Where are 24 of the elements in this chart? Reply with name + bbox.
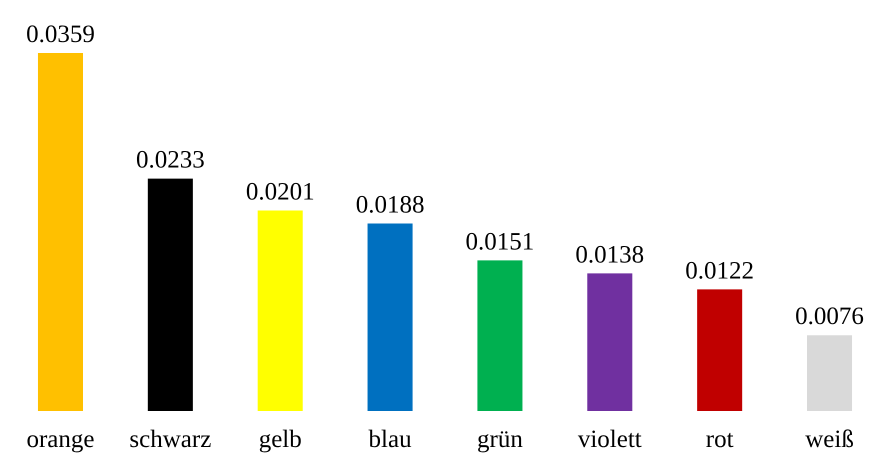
bar — [587, 273, 632, 411]
data-label: 0.0151 — [466, 228, 534, 256]
data-label: 0.0138 — [575, 241, 644, 268]
bar — [477, 260, 522, 411]
x-tick-label: rot — [706, 426, 734, 453]
x-tick-label: violett — [578, 426, 642, 453]
x-tick-label: gelb — [258, 426, 302, 453]
bar — [258, 210, 303, 411]
bar — [148, 178, 193, 411]
bar — [368, 224, 413, 411]
bar — [697, 289, 742, 411]
data-label: 0.0233 — [136, 146, 205, 174]
data-label: 0.0201 — [246, 178, 315, 206]
data-label: 0.0188 — [356, 192, 424, 219]
data-label: 0.0359 — [26, 21, 95, 48]
x-tick-label: weiß — [805, 426, 854, 453]
bar — [38, 53, 83, 411]
data-label: 0.0076 — [795, 303, 864, 330]
x-tick-label: blau — [368, 426, 412, 453]
x-tick-label: orange — [26, 426, 94, 453]
x-tick-label: schwarz — [129, 426, 212, 453]
data-label: 0.0122 — [685, 257, 754, 284]
bar — [807, 335, 852, 411]
x-tick-label: grün — [477, 426, 524, 453]
